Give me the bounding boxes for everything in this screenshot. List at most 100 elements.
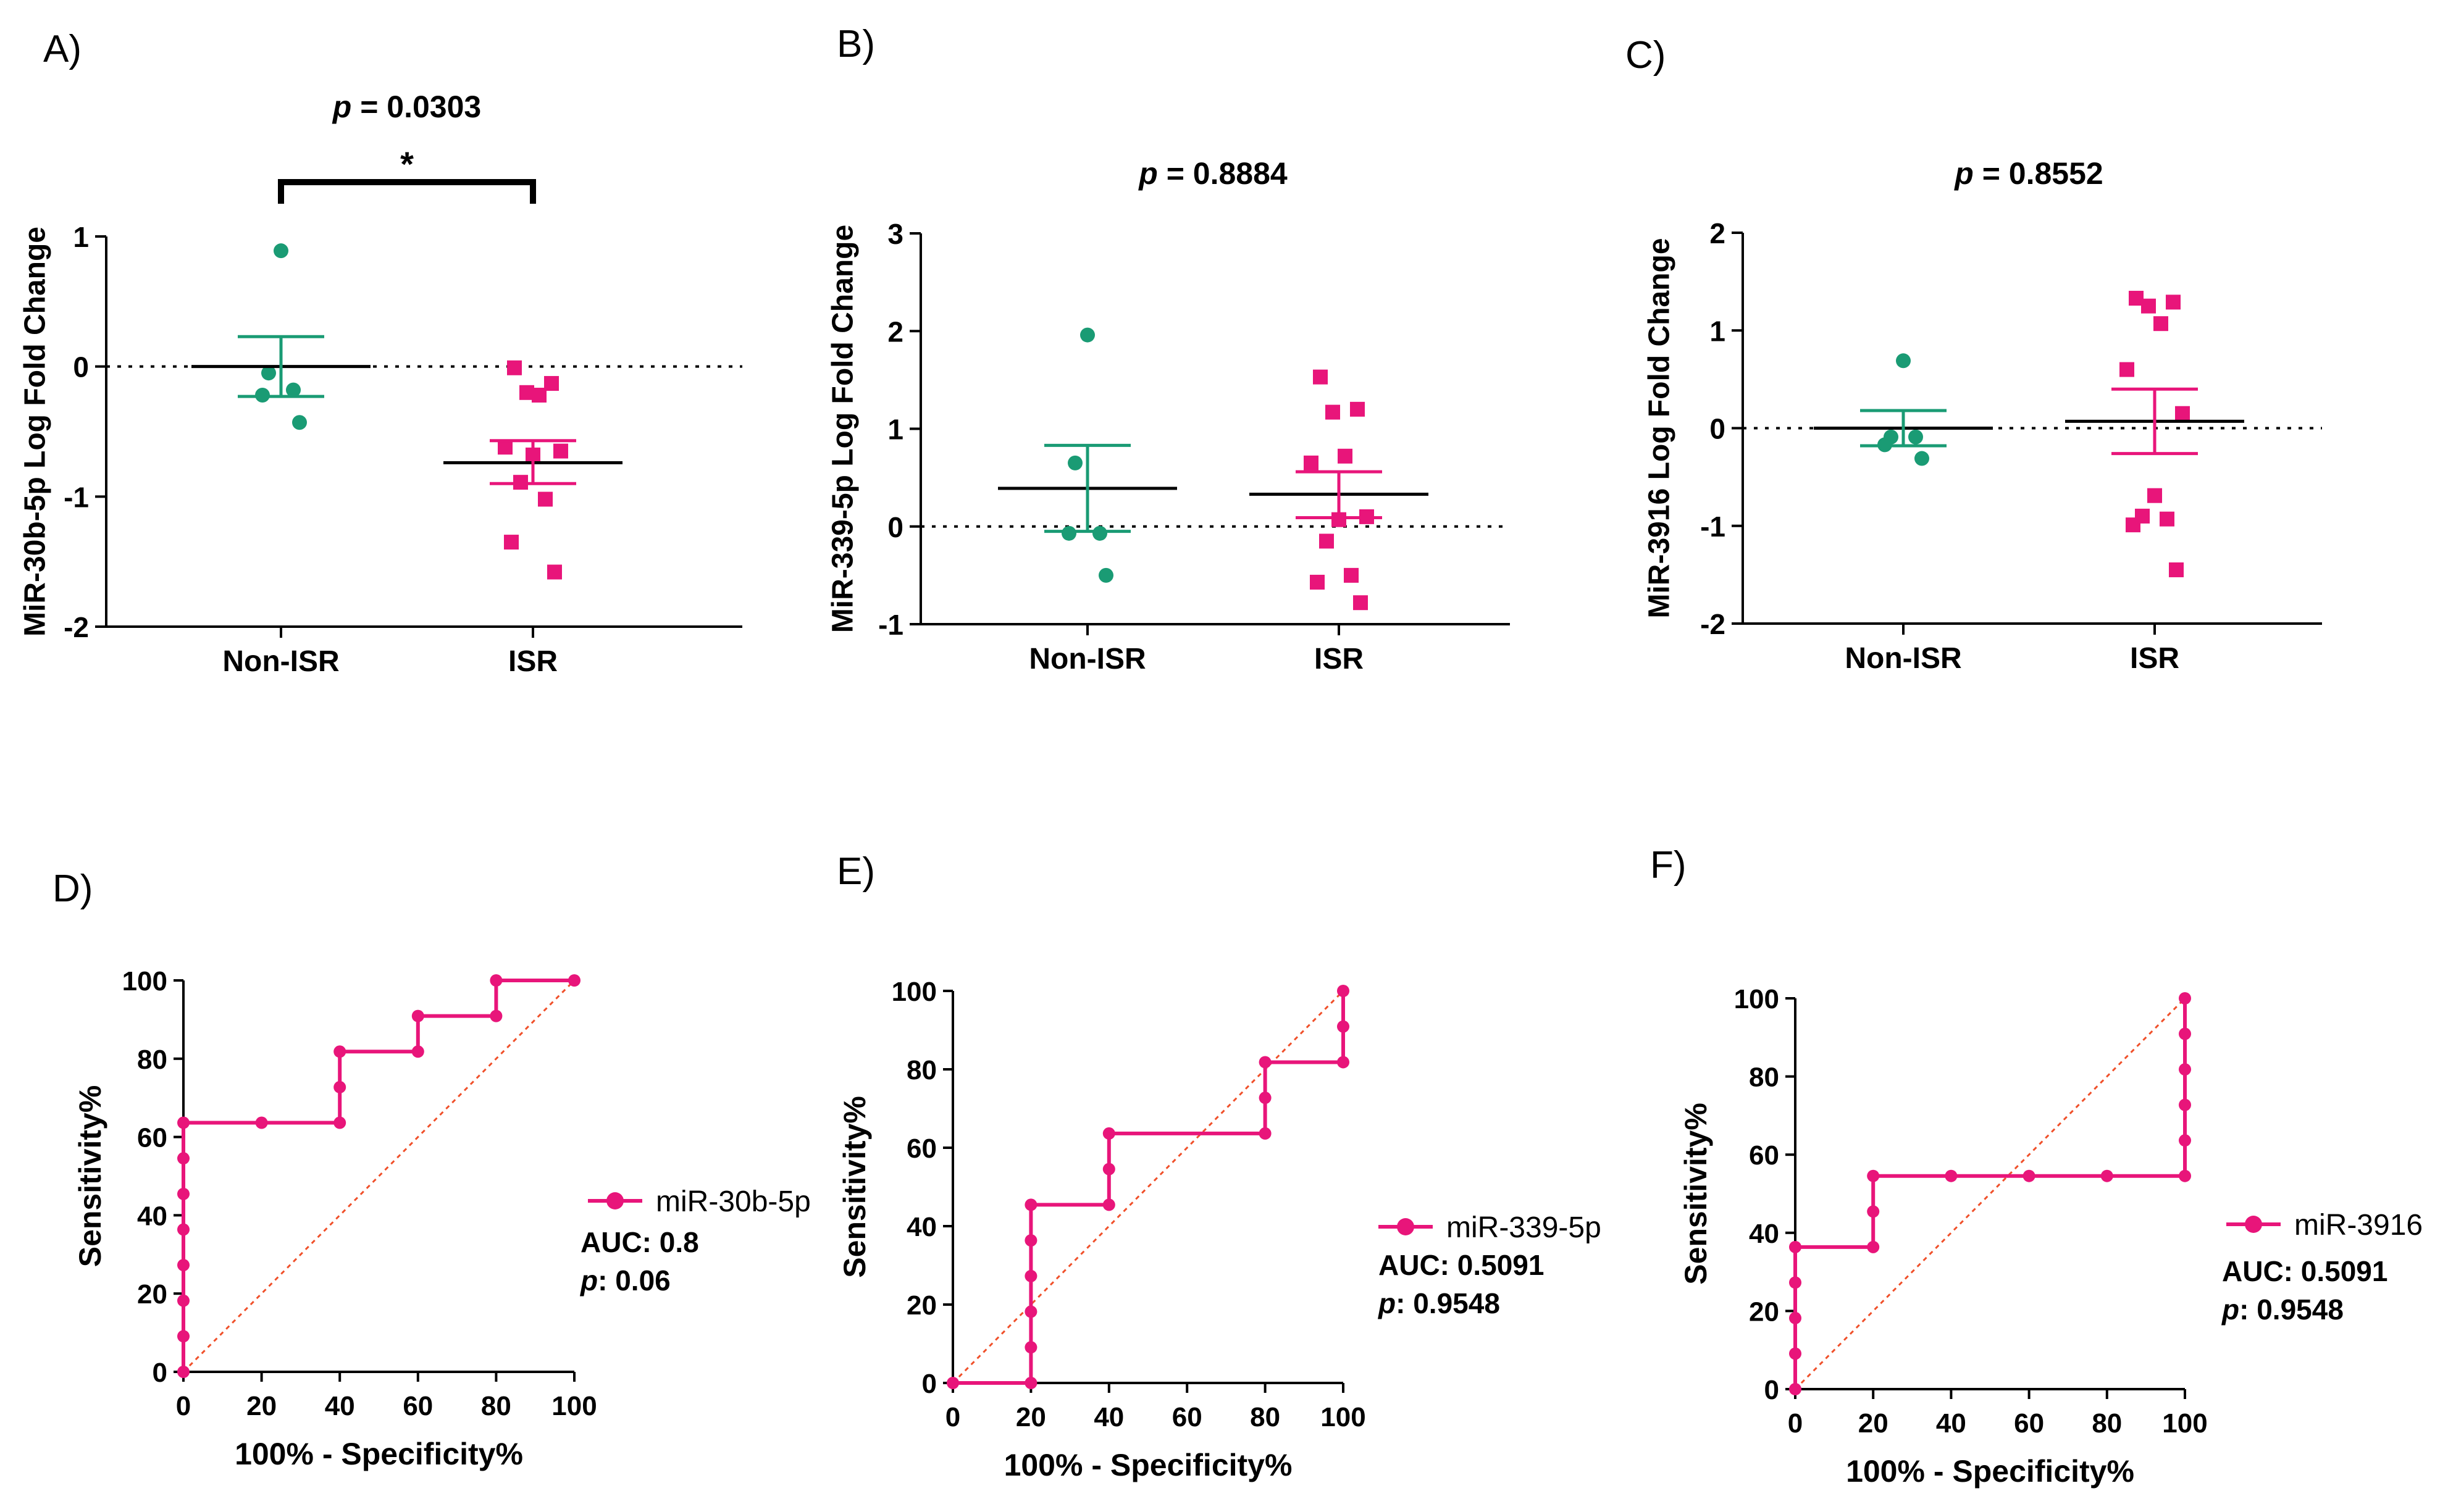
roc-point (2023, 1169, 2035, 1182)
roc-point (1789, 1347, 1801, 1360)
x-tick-label: 100 (2162, 1408, 2207, 1439)
y-tick-label: 0 (73, 351, 89, 383)
y-tick-label: 1 (73, 221, 89, 253)
x-tick-label: 80 (481, 1391, 511, 1421)
data-point-nonisr (261, 365, 276, 381)
significance-bracket (278, 179, 536, 204)
y-tick-label: 100 (892, 977, 937, 1007)
y-tick-label: 1 (887, 414, 903, 446)
p-symbol: p (1377, 1287, 1396, 1319)
data-point-isr (2153, 316, 2168, 332)
data-point-isr (504, 535, 519, 550)
roc-point (1102, 1198, 1115, 1211)
x-tick-label: Non-ISR (1845, 642, 1961, 675)
y-tick-label: 20 (137, 1279, 167, 1309)
y-tick-label: 3 (887, 218, 903, 250)
roc-point (1945, 1169, 1958, 1182)
p-symbol: p (332, 90, 352, 124)
p-symbol: p (1953, 156, 1974, 191)
y-axis-label: Sensitivity% (837, 1096, 872, 1278)
roc-point (1102, 1163, 1115, 1176)
panel-label: C) (1625, 34, 1666, 77)
auc-label: AUC: 0.5091 (2222, 1255, 2387, 1287)
roc-point (947, 1377, 959, 1389)
x-tick-label: 40 (1936, 1408, 1966, 1439)
roc-point (490, 974, 503, 987)
data-point-isr (498, 440, 513, 455)
y-axis-label: Sensitivity% (1679, 1103, 1713, 1285)
y-tick-label: 0 (153, 1358, 167, 1388)
y-tick-label: 100 (122, 966, 167, 996)
x-axis-label: 100% - Specificity% (235, 1437, 523, 1471)
roc-point (177, 1223, 190, 1236)
data-point-nonisr (286, 382, 301, 398)
roc-point (1025, 1305, 1037, 1318)
roc-point (1259, 1056, 1272, 1069)
data-point-isr (507, 360, 522, 375)
roc-point (177, 1294, 190, 1307)
roc-point (1337, 1020, 1349, 1033)
data-point-isr (1313, 369, 1328, 385)
roc-point (177, 1330, 190, 1343)
x-axis-label: 100% - Specificity% (1004, 1448, 1293, 1482)
y-tick-label: 0 (1709, 413, 1725, 445)
y-tick-label: 0 (887, 511, 903, 543)
legend-marker (606, 1192, 624, 1209)
x-axis-label: 100% - Specificity% (1846, 1454, 2134, 1489)
x-tick-label: 60 (2014, 1408, 2044, 1439)
roc-point (1025, 1377, 1037, 1389)
data-point-isr (1350, 401, 1365, 417)
data-point-isr (1338, 448, 1352, 464)
roc-curve (953, 991, 1345, 1385)
data-point-nonisr (1896, 353, 1911, 369)
x-tick-label: Non-ISR (1029, 643, 1146, 675)
roc-point (333, 1080, 346, 1093)
data-point-nonisr (1092, 525, 1107, 541)
data-point-nonisr (1908, 429, 1923, 445)
data-point-isr (538, 491, 553, 507)
y-tick-label: 20 (907, 1290, 937, 1321)
y-tick-label: -2 (1700, 608, 1725, 640)
y-tick-label: -2 (64, 611, 89, 643)
data-point-isr (1304, 455, 1318, 470)
roc-point (177, 1259, 190, 1272)
diagonal-reference (1794, 997, 2186, 1390)
roc-point (177, 1116, 190, 1129)
roc-point (490, 1009, 503, 1022)
x-tick-label: 0 (1788, 1408, 1803, 1439)
x-tick-label: 20 (1016, 1402, 1046, 1432)
y-tick-label: 100 (1734, 984, 1779, 1014)
p-value-label: p = 0.8552 (1953, 156, 2103, 191)
roc-point (1789, 1311, 1801, 1324)
legend-label: miR-30b-5p (656, 1185, 811, 1218)
data-point-nonisr (1914, 451, 1929, 466)
roc-point (1025, 1269, 1037, 1282)
roc-point (1337, 1056, 1349, 1069)
roc-point (255, 1116, 268, 1129)
p-value-label: p = 0.0303 (332, 90, 481, 124)
x-tick-label: ISR (1314, 643, 1364, 675)
panel-label: A) (43, 28, 82, 70)
y-tick-label: 40 (907, 1212, 937, 1242)
data-point-nonisr (274, 243, 288, 259)
y-tick-label: -1 (1700, 511, 1725, 543)
auc-label: AUC: 0.8 (581, 1226, 699, 1258)
x-tick-label: 0 (176, 1391, 191, 1421)
legend-label: miR-339-5p (1446, 1211, 1601, 1244)
p-symbol: p (1138, 156, 1158, 191)
y-tick-label: -1 (878, 609, 903, 641)
diagonal-reference (182, 979, 576, 1373)
roc-point (2179, 1134, 2191, 1147)
data-point-isr (1344, 567, 1359, 583)
y-tick-label: -1 (64, 481, 89, 513)
x-tick-label: 100 (1320, 1402, 1365, 1432)
data-point-isr (2160, 511, 2174, 527)
y-tick-label: 80 (137, 1045, 167, 1075)
p-symbol: p (579, 1264, 598, 1297)
roc-point (1259, 1092, 1272, 1105)
significance-star: * (400, 144, 414, 183)
roc-point (1337, 985, 1349, 997)
roc-point (1025, 1341, 1037, 1354)
x-tick-label: ISR (2130, 642, 2179, 675)
